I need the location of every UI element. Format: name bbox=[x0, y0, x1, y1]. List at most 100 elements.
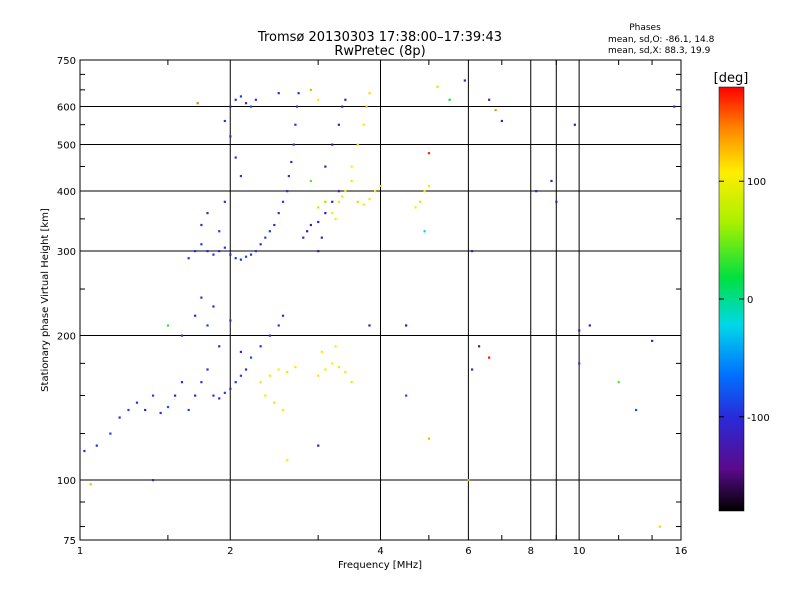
data-point bbox=[223, 391, 226, 394]
data-point bbox=[331, 212, 334, 215]
x-tick-label: 2 bbox=[227, 546, 233, 557]
data-point bbox=[206, 324, 209, 327]
data-point bbox=[264, 236, 267, 239]
x-tick-label: 8 bbox=[528, 546, 534, 557]
data-point bbox=[324, 165, 327, 168]
data-point bbox=[290, 160, 293, 164]
data-point bbox=[317, 220, 320, 224]
data-point bbox=[194, 250, 197, 253]
data-point bbox=[83, 449, 86, 453]
data-point bbox=[379, 184, 382, 188]
data-point bbox=[324, 212, 327, 215]
data-point bbox=[259, 345, 262, 348]
data-point bbox=[427, 184, 431, 188]
data-point bbox=[281, 314, 285, 317]
data-point bbox=[306, 230, 309, 233]
data-point bbox=[317, 374, 320, 377]
data-point bbox=[331, 200, 334, 203]
data-point bbox=[89, 483, 92, 486]
data-point bbox=[223, 119, 226, 123]
data-point bbox=[362, 123, 365, 126]
data-point bbox=[350, 381, 353, 384]
data-point bbox=[218, 345, 221, 348]
data-point bbox=[294, 123, 297, 126]
data-point bbox=[218, 230, 221, 233]
colorbar-tick-label: 100 bbox=[747, 177, 766, 188]
data-point bbox=[200, 223, 203, 227]
data-point bbox=[244, 102, 248, 105]
data-point bbox=[218, 250, 221, 253]
data-point bbox=[436, 85, 439, 88]
x-tick-label: 1 bbox=[77, 546, 83, 557]
data-point bbox=[427, 152, 431, 155]
data-point bbox=[268, 374, 271, 377]
data-point bbox=[368, 324, 371, 327]
y-tick-label: 75 bbox=[63, 536, 76, 547]
data-point bbox=[368, 198, 371, 201]
data-point bbox=[229, 253, 232, 256]
data-point bbox=[239, 350, 243, 353]
data-point bbox=[234, 257, 237, 260]
data-point bbox=[334, 217, 337, 221]
data-point bbox=[292, 143, 295, 146]
data-point bbox=[249, 105, 253, 108]
data-point bbox=[206, 368, 209, 371]
data-point bbox=[212, 305, 215, 308]
plot-frame bbox=[79, 59, 682, 541]
data-point bbox=[180, 334, 184, 337]
data-point bbox=[229, 387, 232, 390]
data-point bbox=[573, 123, 576, 126]
data-point bbox=[206, 212, 209, 215]
y-tick-label: 100 bbox=[57, 476, 76, 487]
data-point bbox=[337, 200, 341, 203]
data-point bbox=[320, 236, 323, 239]
y-tick-label: 300 bbox=[57, 247, 76, 258]
data-point bbox=[578, 329, 581, 332]
data-point bbox=[488, 98, 491, 101]
data-point bbox=[405, 324, 408, 327]
data-point bbox=[239, 95, 243, 98]
data-point bbox=[463, 79, 466, 82]
data-point bbox=[249, 253, 253, 256]
data-point bbox=[344, 190, 347, 193]
data-point bbox=[331, 362, 334, 365]
data-point bbox=[206, 250, 209, 253]
data-point bbox=[264, 394, 267, 397]
data-point bbox=[127, 408, 130, 412]
data-point bbox=[337, 190, 341, 193]
data-point bbox=[286, 459, 289, 462]
data-point bbox=[302, 236, 305, 239]
data-point bbox=[588, 324, 591, 327]
data-point bbox=[287, 174, 290, 178]
y-tick-label: 500 bbox=[57, 141, 76, 152]
data-point bbox=[212, 394, 215, 397]
data-point bbox=[151, 394, 155, 397]
data-point bbox=[277, 212, 280, 215]
data-point bbox=[294, 365, 297, 369]
data-point bbox=[350, 165, 353, 168]
y-tick-label: 600 bbox=[57, 103, 76, 114]
chart-title-line2: RwPretec (8p) bbox=[334, 44, 425, 59]
data-point bbox=[317, 206, 320, 209]
colorbar-tick-label: 0 bbox=[747, 295, 753, 306]
data-point bbox=[317, 444, 320, 447]
data-point bbox=[309, 223, 312, 227]
data-point bbox=[470, 250, 474, 253]
data-point bbox=[200, 381, 203, 384]
data-point bbox=[331, 143, 334, 146]
data-point bbox=[277, 324, 280, 327]
data-point bbox=[309, 88, 312, 92]
data-point bbox=[405, 394, 408, 397]
data-point bbox=[578, 362, 581, 365]
data-point bbox=[229, 105, 232, 108]
data-point bbox=[95, 444, 98, 447]
data-point bbox=[196, 102, 199, 105]
data-point bbox=[651, 339, 654, 343]
data-point bbox=[535, 190, 538, 193]
phases-o-stats: mean, sd,O: -86.1, 14.8 bbox=[608, 35, 715, 45]
data-point bbox=[423, 190, 426, 193]
y-tick-label: 750 bbox=[57, 56, 76, 67]
data-point bbox=[634, 408, 638, 412]
data-point bbox=[159, 411, 162, 415]
data-point bbox=[362, 203, 365, 206]
